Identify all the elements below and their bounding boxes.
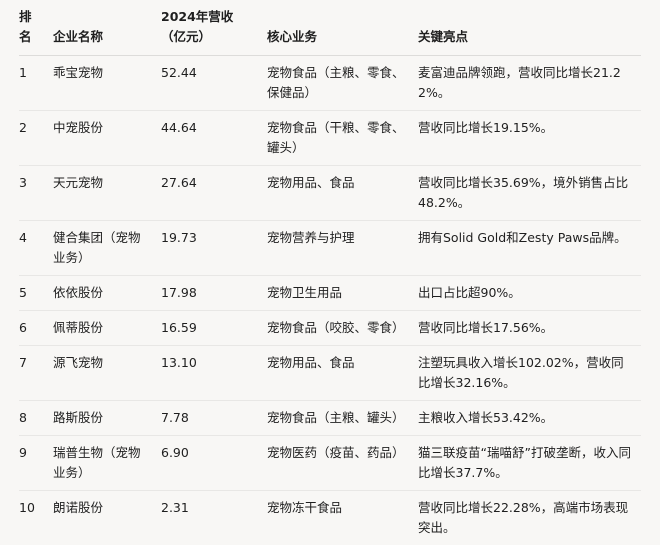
cell-highlight: 营收同比增长35.69%，境外销售占比48.2%。 (418, 166, 641, 221)
cell-core-business: 宠物食品（咬胶、零食） (267, 311, 418, 346)
table-header-row: 排名 企业名称 2024年营收（亿元） 核心业务 关键亮点 (19, 0, 641, 56)
cell-revenue: 2.31 (161, 491, 267, 545)
cell-highlight: 麦富迪品牌领跑，营收同比增长21.22%。 (418, 56, 641, 111)
cell-rank: 4 (19, 221, 53, 276)
cell-revenue: 13.10 (161, 346, 267, 401)
cell-highlight: 营收同比增长19.15%。 (418, 111, 641, 166)
cell-company-name: 依依股份 (53, 276, 161, 311)
cell-core-business: 宠物用品、食品 (267, 346, 418, 401)
cell-highlight: 注塑玩具收入增长102.02%，营收同比增长32.16%。 (418, 346, 641, 401)
header-highlights: 关键亮点 (418, 0, 641, 56)
cell-revenue: 52.44 (161, 56, 267, 111)
cell-revenue: 7.78 (161, 401, 267, 436)
cell-rank: 7 (19, 346, 53, 401)
cell-company-name: 佩蒂股份 (53, 311, 161, 346)
cell-core-business: 宠物卫生用品 (267, 276, 418, 311)
cell-company-name: 路斯股份 (53, 401, 161, 436)
cell-core-business: 宠物食品（主粮、零食、保健品） (267, 56, 418, 111)
cell-rank: 8 (19, 401, 53, 436)
cell-core-business: 宠物食品（主粮、罐头） (267, 401, 418, 436)
cell-rank: 5 (19, 276, 53, 311)
cell-highlight: 出口占比超90%。 (418, 276, 641, 311)
cell-rank: 10 (19, 491, 53, 545)
cell-core-business: 宠物冻干食品 (267, 491, 418, 545)
cell-rank: 1 (19, 56, 53, 111)
cell-rank: 9 (19, 436, 53, 491)
cell-company-name: 瑞普生物（宠物业务） (53, 436, 161, 491)
cell-company-name: 中宠股份 (53, 111, 161, 166)
cell-core-business: 宠物食品（干粮、零食、罐头） (267, 111, 418, 166)
cell-company-name: 朗诺股份 (53, 491, 161, 545)
cell-revenue: 44.64 (161, 111, 267, 166)
cell-revenue: 27.64 (161, 166, 267, 221)
cell-core-business: 宠物用品、食品 (267, 166, 418, 221)
header-core-business: 核心业务 (267, 0, 418, 56)
cell-revenue: 19.73 (161, 221, 267, 276)
cell-revenue: 16.59 (161, 311, 267, 346)
header-revenue: 2024年营收（亿元） (161, 0, 267, 56)
cell-highlight: 猫三联疫苗“瑞喵舒”打破垄断，收入同比增长37.7%。 (418, 436, 641, 491)
cell-company-name: 乖宝宠物 (53, 56, 161, 111)
cell-rank: 3 (19, 166, 53, 221)
cell-highlight: 拥有Solid Gold和Zesty Paws品牌。 (418, 221, 641, 276)
cell-highlight: 营收同比增长22.28%，高端市场表现突出。 (418, 491, 641, 545)
cell-rank: 2 (19, 111, 53, 166)
cell-core-business: 宠物医药（疫苗、药品） (267, 436, 418, 491)
cell-company-name: 源飞宠物 (53, 346, 161, 401)
cell-company-name: 健合集团（宠物业务） (53, 221, 161, 276)
header-company-name: 企业名称 (53, 0, 161, 56)
cell-highlight: 主粮收入增长53.42%。 (418, 401, 641, 436)
cell-revenue: 17.98 (161, 276, 267, 311)
cell-rank: 6 (19, 311, 53, 346)
cell-company-name: 天元宠物 (53, 166, 161, 221)
cell-revenue: 6.90 (161, 436, 267, 491)
cell-highlight: 营收同比增长17.56%。 (418, 311, 641, 346)
cell-core-business: 宠物营养与护理 (267, 221, 418, 276)
header-rank: 排名 (19, 0, 53, 56)
